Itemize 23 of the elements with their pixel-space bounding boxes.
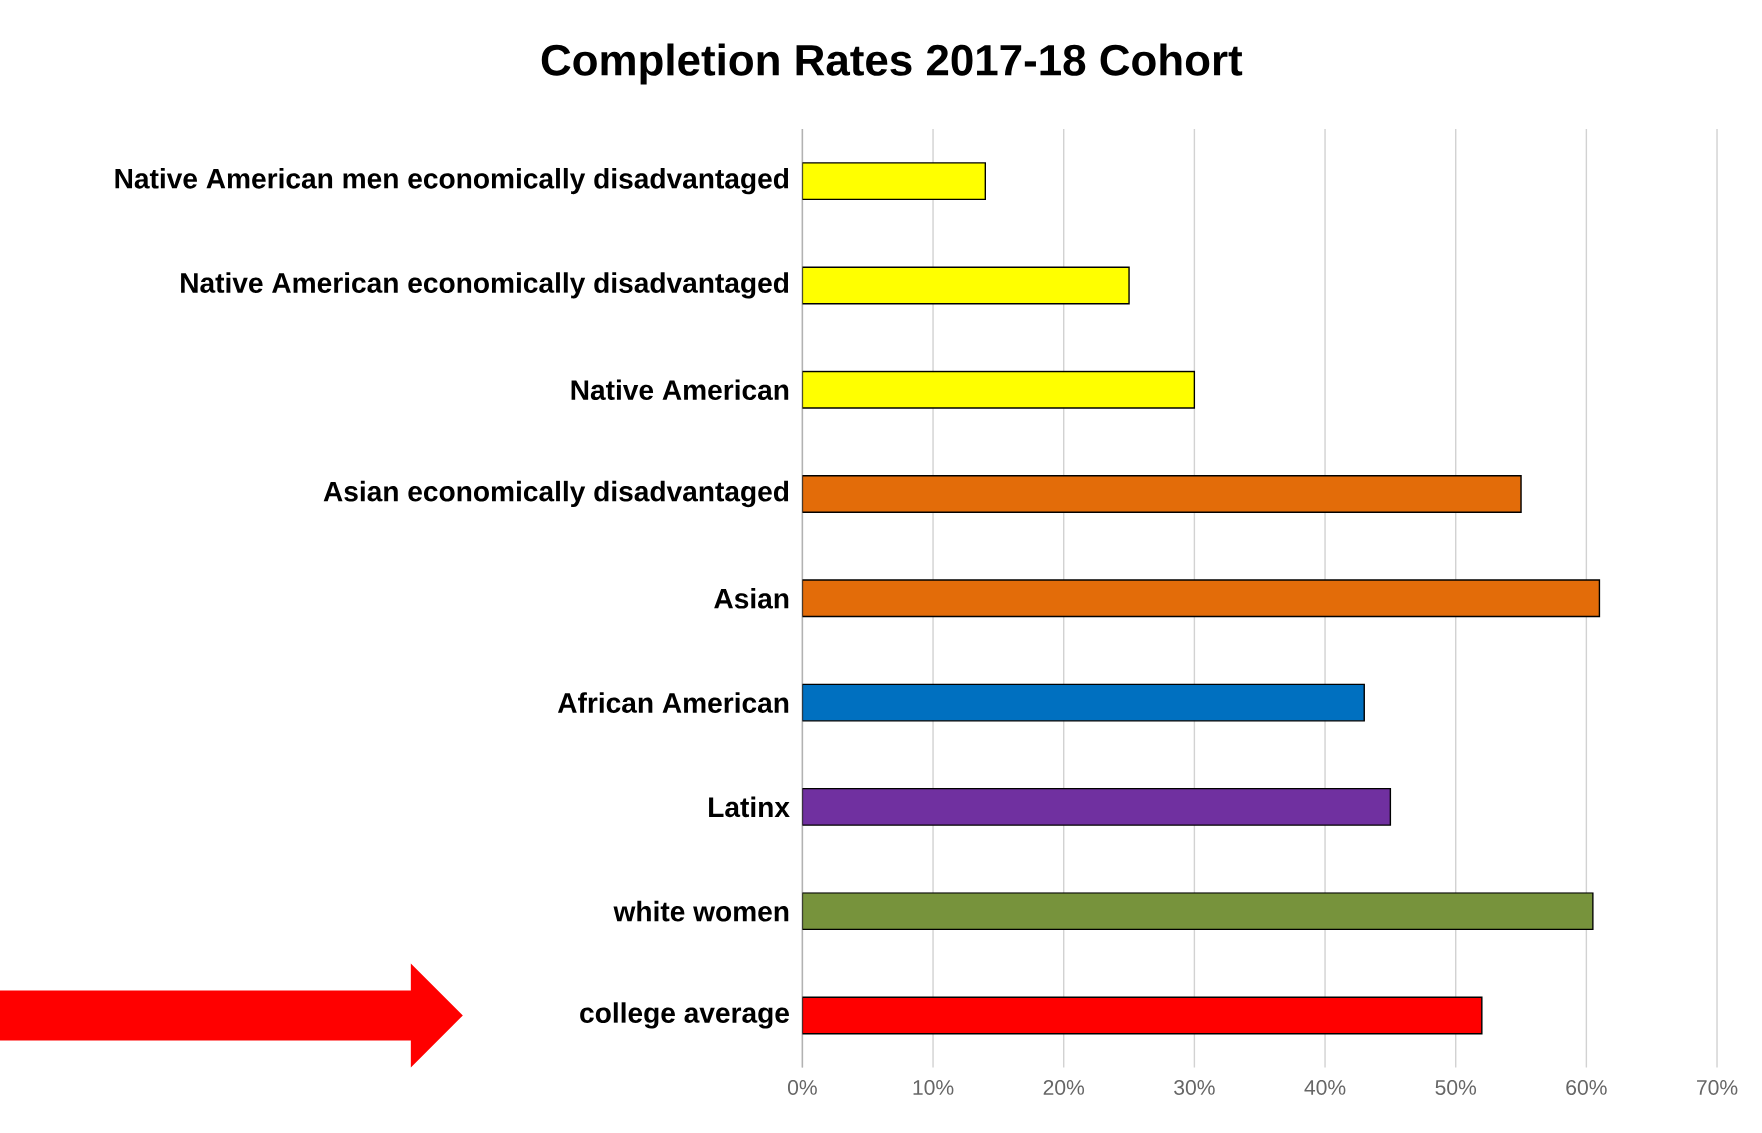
x-tick-label: 70% [1697,1080,1738,1096]
y-tick-label: African American [557,692,789,714]
chart-title: Completion Rates 2017-18 Cohort [541,43,1243,85]
x-tick-label: 40% [1304,1080,1346,1096]
bar [802,370,1196,409]
bar [802,892,1594,931]
y-tick-label: Latinx [709,796,790,818]
x-tick-label: 30% [1174,1080,1215,1096]
bar [802,996,1483,1035]
y-tick-label: Native American economically disadvantaged [181,272,789,299]
y-tick-label: Native American men economically disadvantaged [115,168,789,195]
x-tick-label: 0% [787,1080,817,1096]
x-tick-label: 50% [1435,1080,1477,1096]
y-tick-label: college average [580,1002,789,1029]
y-tick-label: Native American [571,379,789,401]
y-tick-label: Asian economically disadvantaged [323,481,789,508]
x-tick-label: 10% [913,1080,954,1096]
y-tick-label: Asian [714,588,789,609]
x-tick-label: 60% [1566,1080,1607,1096]
x-tick-label: 20% [1043,1080,1085,1096]
y-tick-label: white women [613,901,789,922]
bar [802,475,1522,514]
bar [802,266,1130,305]
